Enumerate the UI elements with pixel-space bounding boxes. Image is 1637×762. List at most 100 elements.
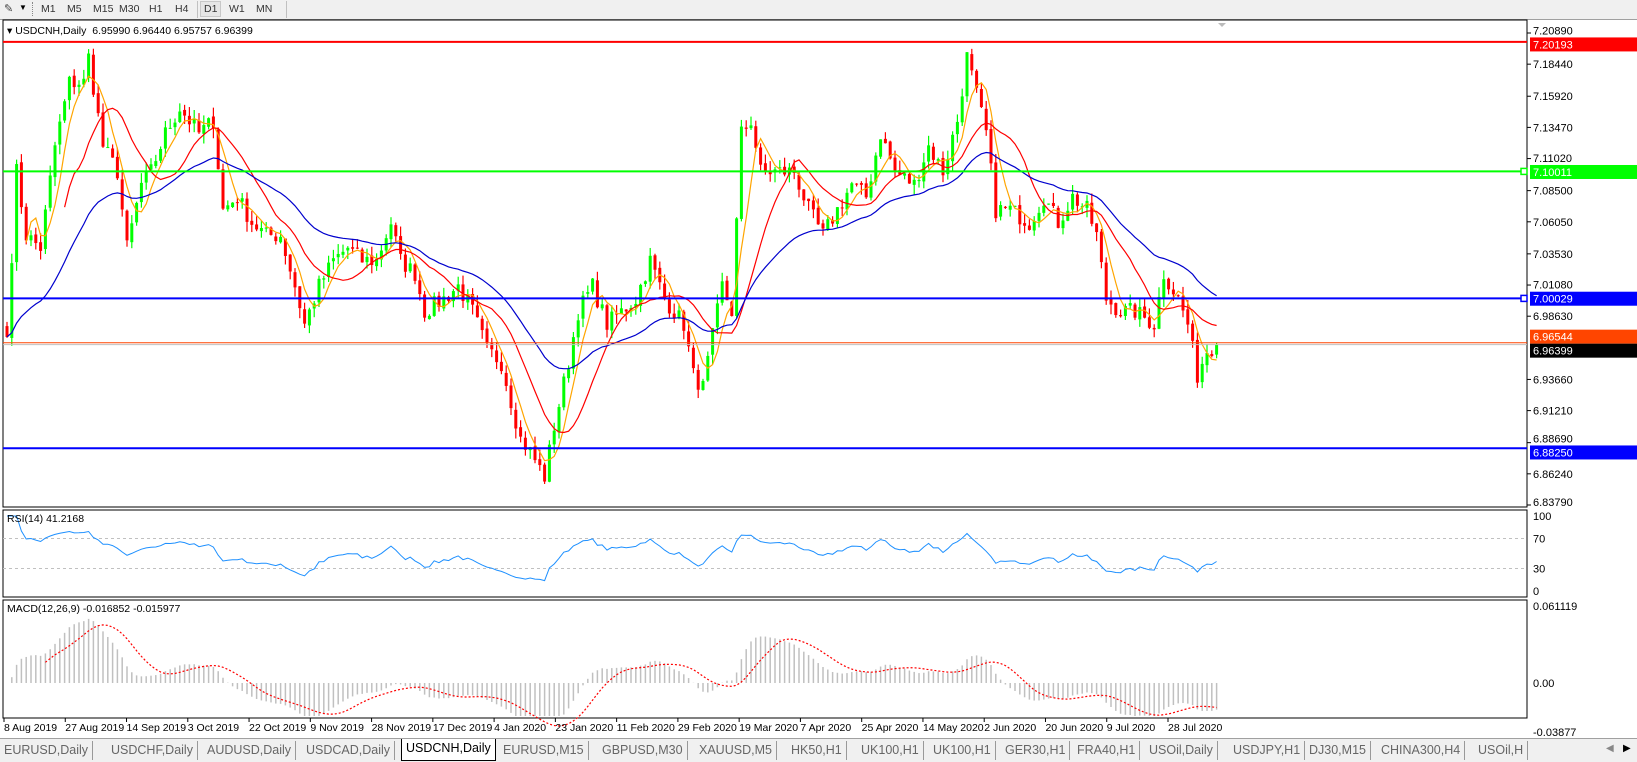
candle-body [989,128,993,164]
tab-uk100-h1[interactable]: UK100,H1 [857,741,924,760]
candle-body [864,183,868,198]
candle-body [562,376,566,408]
candle-body [240,198,244,202]
timeframe-toolbar: ✎ ▼ M1 M5 M15 M30 H1 H4 D1 W1 MN [0,0,1637,20]
tab-hk50-h1[interactable]: HK50,H1 [787,741,847,760]
candle-body [226,205,230,210]
tab-usdjpy-h1[interactable]: USDJPY,H1 [1229,741,1306,760]
toolbar-grip[interactable] [32,2,35,16]
candle-body [130,223,134,243]
candle-body [437,295,441,307]
timeframe-m15[interactable]: M15 [93,3,114,15]
tab-eurusd-m15[interactable]: EURUSD,M15 [499,741,589,760]
main-pane [2,19,1528,508]
candle-body [581,295,585,319]
candle-body [216,129,220,170]
scroll-left-icon[interactable]: ◀ [1606,743,1614,754]
date-label: 28 Jul 2020 [1168,722,1222,734]
candle-body [552,430,556,445]
drawing-tools-icon[interactable]: ✎ [4,3,14,15]
candle-body [701,381,705,390]
timeframe-mn[interactable]: MN [256,3,273,15]
rsi-tick-label: 70 [1533,534,1545,546]
candle-body [39,242,43,251]
candle-body [1013,205,1017,207]
tab-dj30-m15[interactable]: DJ30,M15 [1305,741,1371,760]
price-tick-label: 6.98630 [1533,311,1573,323]
tab-usdcad-daily[interactable]: USDCAD,Daily [302,741,396,760]
tab-china300-h4[interactable]: CHINA300,H4 [1377,741,1466,760]
candle-body [279,236,283,243]
candle-body [1099,231,1103,263]
tab-gbpusd-m30[interactable]: GBPUSD,M30 [598,741,688,760]
candle-body [499,361,503,372]
candle-body [754,126,758,148]
tab-usdchf-daily[interactable]: USDCHF,Daily [107,741,198,760]
tab-eurusd-daily[interactable]: EURUSD,Daily [0,741,94,760]
candle-body [111,148,115,158]
tab-usdcnh-daily[interactable]: USDCNH,Daily [401,739,496,761]
candle-body [413,264,417,281]
timeframe-h1[interactable]: H1 [149,3,163,15]
timeframe-m1[interactable]: M1 [41,3,56,15]
candle-body [408,263,412,272]
candle-body [730,301,734,316]
candle-body [389,224,393,240]
candle-body [101,112,105,147]
candle-body [538,459,542,466]
tab-usoil-daily[interactable]: USOil,Daily [1145,741,1218,760]
collapse-triangle-icon[interactable]: ▾ [7,25,13,37]
tab-ger30-h1[interactable]: GER30,H1 [1001,741,1071,760]
rsi-pane [2,509,1528,598]
candle-body [725,280,729,301]
candle-body [927,145,931,162]
candle-body [1090,202,1094,224]
candle-body [682,311,686,331]
candle-body [91,54,95,95]
candle-body [1119,315,1123,317]
candle-body [63,101,67,121]
macd-tick-label: 0.061119 [1533,601,1577,613]
candle-body [840,207,844,209]
candle-body [183,109,187,116]
candle-body [346,247,350,251]
date-label: 19 Mar 2020 [739,722,798,734]
price-tick-label: 6.83790 [1533,497,1573,509]
timeframe-w1[interactable]: W1 [229,3,245,15]
tab-usoil-h[interactable]: USOil,H [1474,741,1529,760]
candle-body [1157,296,1161,329]
candle-body [677,310,681,319]
candle-body [250,220,254,225]
date-label: 9 Jul 2020 [1107,722,1156,734]
macd-signal-line [45,624,1217,727]
candle-body [173,122,177,128]
candle-body [154,161,158,167]
candle-body [931,146,935,160]
timeframe-m5[interactable]: M5 [67,3,82,15]
candle-body [432,296,436,316]
candle-body [965,52,969,97]
candle-body [1018,205,1022,225]
candle-body [557,407,561,433]
price-tick-label: 7.01080 [1533,280,1573,292]
tab-xauusd-m5[interactable]: XAUUSD,M5 [695,741,777,760]
timeframe-d1[interactable]: D1 [200,1,222,17]
rsi-tick-label: 0 [1533,586,1539,598]
chevron-down-icon[interactable]: ▼ [19,3,27,12]
timeframe-h4[interactable]: H4 [175,3,189,15]
candle-body [936,159,940,161]
candle-body [1114,303,1118,316]
scroll-right-icon[interactable]: ▶ [1623,743,1631,754]
tab-fra40-h1[interactable]: FRA40,H1 [1073,741,1141,760]
tab-audusd-daily[interactable]: AUDUSD,Daily [203,741,297,760]
candle-body [778,167,782,169]
candle-body [475,305,479,318]
timeframe-m30[interactable]: M30 [119,3,140,15]
moving-average-line [25,75,1217,462]
date-label: 27 Aug 2019 [65,722,124,734]
candle-body [672,313,676,319]
tab-uk100-h1[interactable]: UK100,H1 [929,741,996,760]
candle-body [24,206,28,241]
price-tick-label: 6.86240 [1533,469,1573,481]
